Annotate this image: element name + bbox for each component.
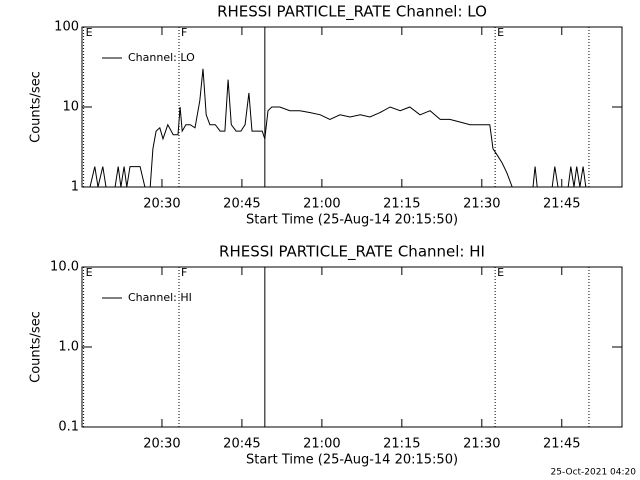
x-axis-label: Start Time (25-Aug-14 20:15:50) — [246, 453, 458, 468]
chart-title: RHESSI PARTICLE_RATE Channel: HI — [219, 243, 485, 262]
legend-label: Channel: HI — [128, 291, 192, 304]
x-tick-label: 21:15 — [383, 437, 420, 452]
x-tick-label: 21:15 — [383, 197, 420, 212]
x-tick-label: 20:45 — [223, 197, 260, 212]
event-label: E — [497, 266, 504, 279]
event-label: E — [86, 26, 93, 39]
x-tick-label: 21:45 — [543, 437, 580, 452]
y-tick-label: 10.0 — [50, 260, 79, 275]
y-tick-label: 0.1 — [58, 420, 79, 435]
y-axis-label: Counts/sec — [29, 311, 44, 383]
y-tick-label: 100 — [54, 20, 79, 35]
x-tick-label: 21:00 — [303, 197, 340, 212]
event-label: E — [497, 26, 504, 39]
event-label: F — [181, 266, 187, 279]
x-tick-label: 21:45 — [543, 197, 580, 212]
footer: 25-Oct-2021 04:20 — [551, 468, 637, 478]
data-line — [89, 68, 587, 187]
y-tick-label: 10 — [62, 100, 79, 115]
x-tick-label: 21:30 — [463, 437, 500, 452]
x-tick-label: 21:30 — [463, 197, 500, 212]
y-tick-label: 1.0 — [58, 340, 79, 355]
event-label: E — [86, 266, 93, 279]
x-axis-label: Start Time (25-Aug-14 20:15:50) — [246, 213, 458, 228]
x-tick-label: 21:00 — [303, 437, 340, 452]
chart-title: RHESSI PARTICLE_RATE Channel: LO — [217, 3, 487, 22]
x-tick-label: 20:45 — [223, 437, 260, 452]
x-tick-label: 20:30 — [143, 197, 180, 212]
legend-label: Channel: LO — [128, 51, 195, 64]
y-axis-label: Counts/sec — [29, 71, 44, 143]
event-label: F — [181, 26, 187, 39]
y-tick-label: 1 — [71, 180, 79, 195]
x-tick-label: 20:30 — [143, 437, 180, 452]
series-group — [89, 68, 587, 187]
